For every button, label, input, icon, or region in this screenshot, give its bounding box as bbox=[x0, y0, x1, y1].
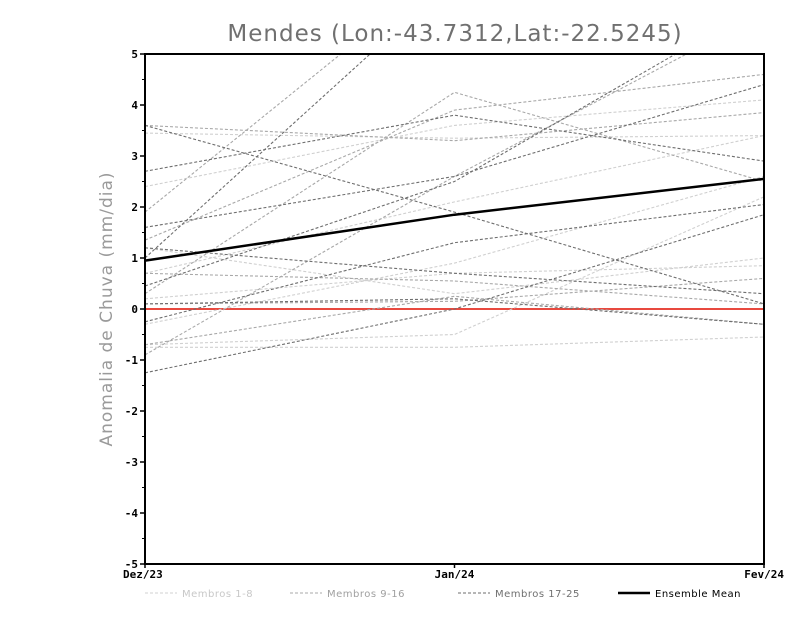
member-line-m25 bbox=[145, 298, 764, 325]
y-tick-label: -2 bbox=[125, 405, 138, 418]
member-line-m8 bbox=[145, 247, 764, 295]
member-line-m12 bbox=[145, 54, 688, 356]
member-line-m3 bbox=[145, 135, 764, 274]
ensemble-mean-line bbox=[144, 177, 765, 262]
y-tick-label: 3 bbox=[131, 150, 138, 163]
member-line-m23 bbox=[145, 214, 764, 374]
member-line-m5 bbox=[145, 196, 764, 346]
y-tick-label: -3 bbox=[125, 456, 138, 469]
y-tick-label: 2 bbox=[131, 201, 138, 214]
chart-title: Mendes (Lon:-43.7312,Lat:-22.5245) bbox=[227, 21, 682, 47]
member-line-m22 bbox=[145, 203, 764, 323]
x-tick-label: Dez/23 bbox=[123, 568, 163, 581]
legend-label: Membros 1-8 bbox=[182, 589, 253, 600]
legend-label: Membros 9-16 bbox=[327, 589, 405, 600]
member-line-m2 bbox=[145, 99, 764, 188]
y-tick-label: -1 bbox=[125, 354, 139, 367]
y-tick-label: -4 bbox=[125, 507, 139, 520]
member-line-m1 bbox=[145, 132, 764, 139]
x-tick-label: Jan/24 bbox=[435, 568, 475, 581]
member-line-m14 bbox=[145, 295, 764, 346]
member-line-m18 bbox=[145, 114, 764, 172]
member-line-m17 bbox=[145, 124, 764, 305]
mean-layer bbox=[144, 177, 765, 262]
y-tick-label: 4 bbox=[131, 99, 138, 112]
member-line-m24 bbox=[145, 247, 764, 295]
member-line-m19 bbox=[145, 84, 764, 228]
member-line-m16 bbox=[145, 54, 342, 213]
member-line-m6 bbox=[145, 336, 764, 348]
member-line-m10 bbox=[145, 73, 764, 241]
y-tick-label: 0 bbox=[131, 303, 138, 316]
series-layer bbox=[145, 54, 764, 374]
x-axis: Dez/23 Jan/24 Fev/24 bbox=[123, 564, 784, 581]
member-line-m9 bbox=[145, 112, 764, 142]
member-line-m15 bbox=[145, 277, 764, 305]
y-tick-label: 5 bbox=[131, 48, 138, 61]
y-tick-label: 1 bbox=[131, 252, 138, 265]
member-line-m4 bbox=[145, 175, 764, 325]
legend: Membros 1-8 Membros 9-16 Membros 17-25 Ense… bbox=[145, 589, 741, 600]
member-line-m13 bbox=[145, 272, 764, 305]
legend-label: Ensemble Mean bbox=[655, 589, 741, 600]
x-tick-label: Fev/24 bbox=[744, 568, 784, 581]
y-axis-label: Anomalia de Chuva (mm/dia) bbox=[97, 171, 117, 446]
y-axis: 5 4 3 2 1 0 -1 -2 -3 -4 -5 bbox=[125, 48, 145, 571]
member-line-m21 bbox=[145, 54, 677, 287]
legend-label: Membros 17-25 bbox=[495, 589, 580, 600]
y-tick-label: -5 bbox=[125, 558, 138, 571]
